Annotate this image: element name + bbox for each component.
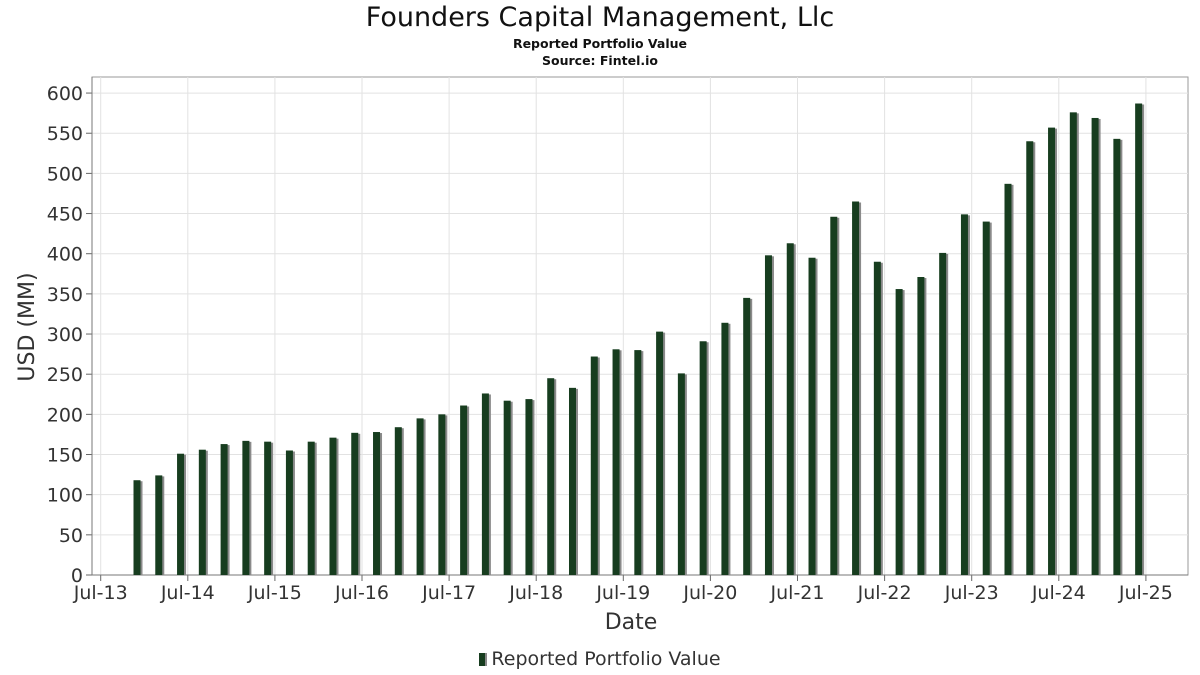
bar — [764, 255, 772, 575]
x-tick-label: Jul-21 — [770, 582, 825, 604]
bar — [873, 261, 881, 575]
bar — [721, 322, 729, 575]
x-axis-title: Date — [605, 610, 658, 635]
y-tick-label: 500 — [47, 163, 83, 185]
legend: Reported Portfolio Value — [0, 648, 1200, 670]
y-tick-label: 450 — [47, 204, 83, 226]
bar — [743, 297, 751, 575]
bar — [242, 440, 250, 575]
bar — [699, 341, 707, 575]
y-tick-label: 0 — [71, 565, 83, 587]
y-tick-label: 350 — [47, 284, 83, 306]
bar — [373, 432, 381, 575]
x-tick-label: Jul-13 — [73, 582, 128, 604]
bar — [852, 201, 860, 575]
x-tick-label: Jul-25 — [1118, 582, 1173, 604]
bar — [1135, 103, 1143, 575]
bar — [1091, 117, 1099, 576]
y-tick-label: 250 — [47, 364, 83, 386]
bar — [394, 427, 402, 575]
bar — [1026, 141, 1034, 576]
bar — [481, 393, 489, 575]
y-tick-label: 50 — [59, 525, 83, 547]
x-tick-label: Jul-24 — [1031, 582, 1086, 604]
bar — [1048, 127, 1056, 576]
bar — [634, 350, 642, 575]
y-tick-label: 200 — [47, 404, 83, 426]
bar — [590, 356, 598, 575]
y-tick-label: 550 — [47, 123, 83, 145]
bar — [786, 243, 794, 575]
bar — [939, 252, 947, 576]
x-tick-label: Jul-23 — [944, 582, 999, 604]
bar — [917, 277, 925, 575]
x-tick-label: Jul-20 — [682, 582, 737, 604]
y-tick-label: 150 — [47, 445, 83, 467]
bar — [612, 349, 620, 575]
x-tick-label: Jul-22 — [857, 582, 912, 604]
bar — [416, 418, 424, 575]
x-tick-label: Jul-16 — [334, 582, 389, 604]
y-tick-label: 300 — [47, 324, 83, 346]
x-tick-label: Jul-19 — [595, 582, 650, 604]
x-tick-label: Jul-14 — [160, 582, 215, 604]
legend-label: Reported Portfolio Value — [491, 648, 721, 670]
bar — [198, 449, 206, 575]
bar — [1113, 138, 1121, 575]
bar — [285, 450, 293, 575]
bar — [329, 437, 337, 575]
y-axis-title: USD (MM) — [15, 272, 40, 381]
legend-swatch — [479, 653, 488, 666]
y-tick-label: 400 — [47, 244, 83, 266]
y-tick-label: 600 — [47, 83, 83, 105]
bar — [460, 405, 468, 575]
bar — [155, 475, 163, 575]
chart-title: Founders Capital Management, Llc — [365, 2, 835, 33]
bar — [133, 480, 141, 575]
bar — [547, 378, 555, 575]
bar — [808, 257, 816, 575]
bar — [895, 289, 903, 575]
bar — [177, 453, 185, 575]
bar — [264, 441, 272, 575]
bar — [1069, 112, 1077, 576]
bar — [307, 441, 315, 575]
bar — [351, 432, 359, 575]
bar — [503, 400, 511, 575]
bar — [525, 399, 533, 575]
bar — [830, 216, 838, 575]
bar — [656, 331, 664, 575]
bar — [1004, 183, 1012, 575]
x-tick-label: Jul-15 — [247, 582, 302, 604]
chart-subtitle: Reported Portfolio Value — [512, 36, 688, 51]
bar — [220, 444, 228, 575]
bar — [677, 373, 685, 575]
chart-source: Source: Fintel.io — [542, 53, 658, 68]
bar — [568, 387, 576, 575]
y-tick-label: 100 — [47, 485, 83, 507]
bars — [133, 103, 1145, 576]
axis-labels: 0 50 100 150 200 250 300 350 400 450 500 550 600 Jul-… — [15, 83, 1173, 635]
bar — [982, 221, 990, 576]
bar — [438, 414, 446, 575]
x-tick-label: Jul-18 — [508, 582, 563, 604]
x-tick-label: Jul-17 — [421, 582, 476, 604]
bar — [960, 214, 968, 575]
